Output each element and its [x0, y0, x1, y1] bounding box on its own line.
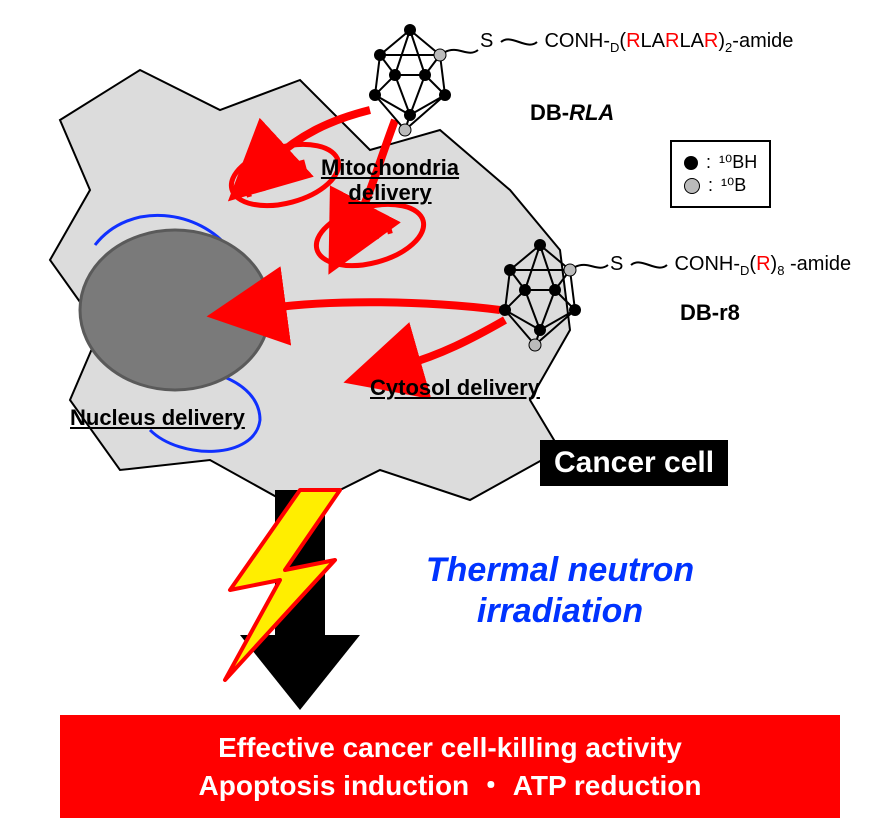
label-db-r8: DB-r8	[680, 300, 740, 326]
thermal-neutron-label: Thermal neutronirradiation	[380, 550, 740, 632]
legend-bh: : ¹⁰BH	[684, 152, 757, 173]
legend: : ¹⁰BH : ¹⁰B	[670, 140, 771, 208]
label-mitochondria-delivery: Mitochondriadelivery	[300, 155, 480, 206]
boron-cluster-r8	[480, 235, 620, 355]
label-nucleus-delivery: Nucleus delivery	[70, 405, 245, 431]
formula-r8: S CONH-D(R)8 -amide	[610, 253, 851, 278]
label-db-rla: DB-RLA	[530, 100, 614, 126]
cancer-cell-label: Cancer cell	[540, 440, 728, 486]
legend-b: : ¹⁰B	[684, 175, 757, 196]
boron-cluster-rla	[350, 20, 490, 140]
outcome-box: Effective cancer cell-killing activityAp…	[60, 715, 840, 818]
label-cytosol-delivery: Cytosol delivery	[370, 375, 540, 401]
formula-rla: S CONH-D(RLARLAR)2-amide	[480, 30, 793, 55]
